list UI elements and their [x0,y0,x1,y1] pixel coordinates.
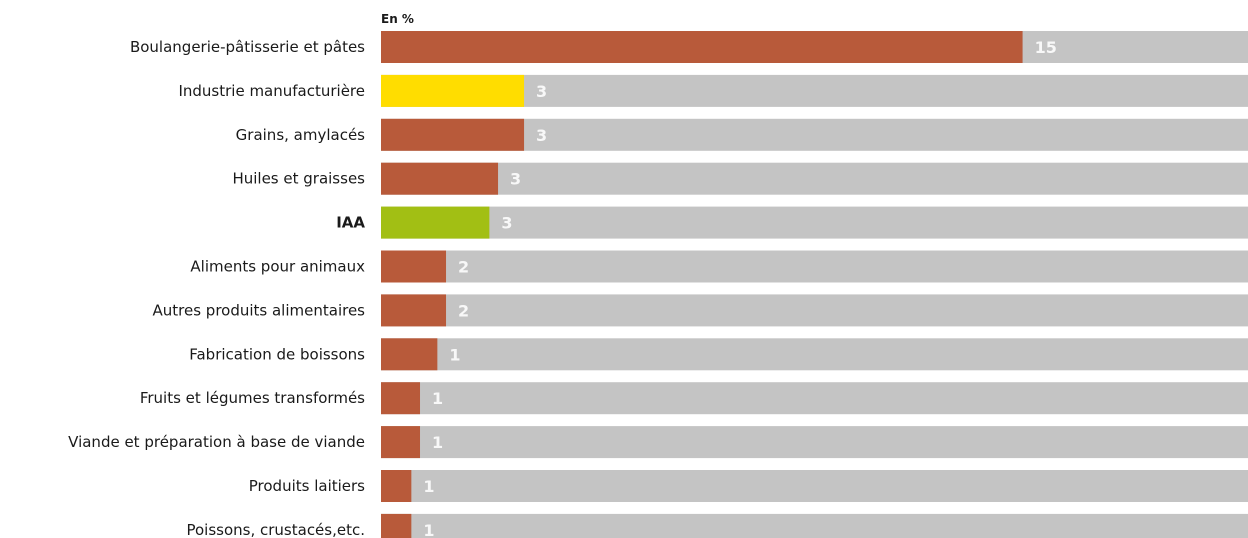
bar-background [381,74,1248,107]
value-label: 1 [423,521,434,538]
bar [381,513,412,538]
value-label: 3 [510,170,521,189]
bar [381,250,447,283]
category-label: Fruits et légumes transformés [140,389,365,407]
bar [381,118,525,151]
bar [381,31,1023,63]
value-label: 3 [536,82,547,101]
bar-background [381,118,1248,151]
bar-background [381,426,1248,459]
value-label: 1 [432,433,443,452]
category-label: Viande et préparation à base de viande [68,433,365,451]
bar-row: Viande et préparation à base de viande 1 [68,426,1248,459]
value-label: 3 [501,214,512,233]
unit-label: En % [381,12,414,26]
bar [381,206,490,239]
category-label: Huiles et graisses [232,170,365,188]
category-label: Industrie manufacturière [178,82,365,100]
category-label: Fabrication de boissons [189,345,365,363]
bar [381,294,447,327]
bar-background [381,513,1248,538]
value-label: 1 [423,477,434,496]
value-label: 2 [458,301,469,320]
bar [381,382,421,415]
bar-background [381,338,1248,371]
value-label: 3 [536,126,547,145]
bar-row: Autres produits alimentaires 2 [153,294,1248,327]
bar-background [381,382,1248,415]
bar-row: Fabrication de boissons 1 [189,338,1248,371]
value-label: 1 [449,345,460,364]
bar-row: Industrie manufacturière 3 [178,74,1248,107]
category-label: Boulangerie-pâtisserie et pâtes [130,38,365,56]
bar-background [381,162,1248,195]
value-label: 1 [432,389,443,408]
bar-row: Boulangerie-pâtisserie et pâtes 15 [130,31,1248,63]
category-label: Autres produits alimentaires [153,301,366,319]
category-label: Produits laitiers [249,477,365,495]
bar [381,162,499,195]
bar [381,470,412,502]
bar-row: Aliments pour animaux 2 [190,250,1248,283]
bar-row: Fruits et légumes transformés 1 [140,382,1248,415]
bar-background [381,250,1248,283]
category-label: Poissons, crustacés,etc. [186,521,365,538]
bar-row: IAA 3 [336,206,1248,239]
category-label: Aliments pour animaux [190,258,365,276]
bar-row: Poissons, crustacés,etc. 1 [186,513,1248,538]
bar-row: Produits laitiers 1 [249,470,1248,502]
bar [381,74,525,107]
bar-background [381,470,1248,502]
category-label: IAA [336,214,365,232]
value-label: 2 [458,258,469,277]
bar [381,426,421,459]
bar-row: Grains, amylacés 3 [236,118,1248,151]
bar-row: Huiles et graisses 3 [232,162,1248,195]
value-label: 15 [1035,38,1057,57]
category-label: Grains, amylacés [236,126,366,144]
bar-background [381,206,1248,239]
bar-background [381,294,1248,327]
bar [381,338,438,371]
